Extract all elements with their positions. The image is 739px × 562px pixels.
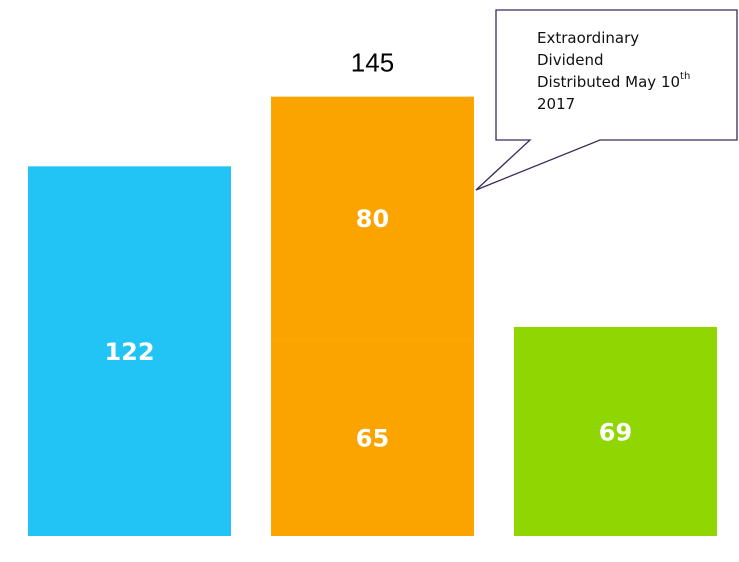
annotation-line: Extraordinary [537,29,639,47]
bar-value-label: 122 [104,338,154,366]
annotation-line: Distributed May 10 [537,73,680,91]
annotation-superscript: th [680,71,690,82]
callout [475,9,738,191]
bar-segment [271,339,474,536]
annotation: Extraordinary Dividend Distributed May 1… [537,29,695,113]
annotation-line: Dividend [537,51,604,69]
bar-segment [271,96,474,340]
bar-value-label: 69 [599,418,632,446]
bar-value-label: 65 [356,425,389,453]
bar-segment [514,326,717,536]
total-label: 145 [351,48,394,78]
bar-value-label: 80 [356,205,389,233]
annotation-line: 2017 [537,95,575,113]
bar-segment [28,166,231,536]
